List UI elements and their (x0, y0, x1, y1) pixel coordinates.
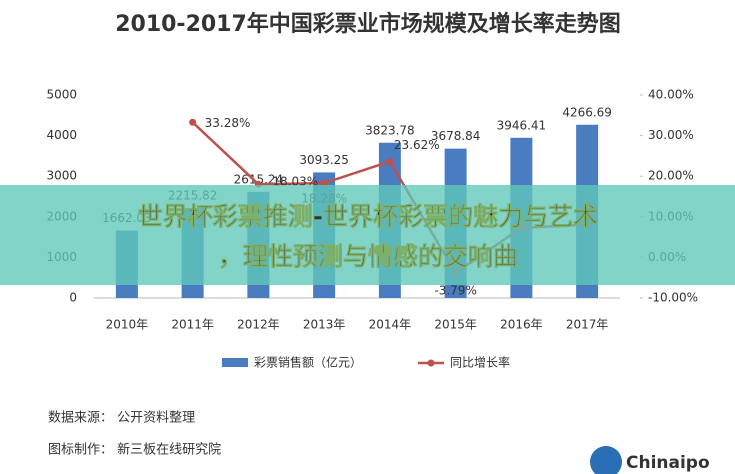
legend-label: 彩票销售额（亿元） (254, 355, 362, 370)
y-tick-label: 0 (69, 291, 77, 305)
x-tick-label: 2010年 (106, 318, 149, 332)
line-label: -3.79% (434, 283, 476, 297)
y-tick-label: 4000 (46, 128, 77, 142)
x-tick-label: 2013年 (303, 318, 346, 332)
bar-label: 4266.69 (562, 105, 612, 119)
y2-tick-label: 40.00% (648, 88, 694, 102)
bar-label: 3946.41 (497, 118, 547, 132)
logo: Chinaipo (626, 453, 710, 473)
chart-title: 2010-2017年中国彩票业市场规模及增长率走势图 (115, 11, 621, 37)
maker: 图标制作： 新三板在线研究院 (48, 442, 221, 458)
y2-tick-label: 20.00% (648, 169, 694, 183)
legend-dot (427, 359, 435, 367)
x-tick-label: 2012年 (237, 318, 280, 332)
line-point (386, 158, 394, 166)
x-tick-label: 2014年 (369, 318, 412, 332)
banner (0, 185, 735, 285)
line-point (189, 118, 197, 126)
y2-tick-label: -10.00% (648, 291, 698, 305)
line-label: 33.28% (205, 116, 251, 130)
legend-swatch (222, 358, 248, 367)
banner-text: ，理性预测与情感的交响曲 (218, 242, 518, 271)
y2-tick-label: 30.00% (648, 128, 694, 142)
logo-icon (590, 446, 622, 474)
x-tick-label: 2016年 (500, 318, 543, 332)
x-tick-label: 2015年 (434, 318, 477, 332)
line-label: 23.62% (394, 138, 440, 152)
bar-label: 3678.84 (431, 129, 481, 143)
y-tick-label: 3000 (46, 169, 77, 183)
x-tick-label: 2011年 (171, 318, 214, 332)
line-point (320, 179, 328, 187)
bar-label: 3093.25 (299, 153, 349, 167)
y-tick-label: 5000 (46, 88, 77, 102)
banner-text: 世界杯彩票推测-世界杯彩票的魅力与艺术 (138, 202, 598, 231)
x-tick-label: 2017年 (566, 318, 609, 332)
legend-label: 同比增长率 (450, 355, 510, 370)
bar-label: 3823.78 (365, 123, 415, 137)
source: 数据来源： 公开资料整理 (48, 411, 195, 426)
